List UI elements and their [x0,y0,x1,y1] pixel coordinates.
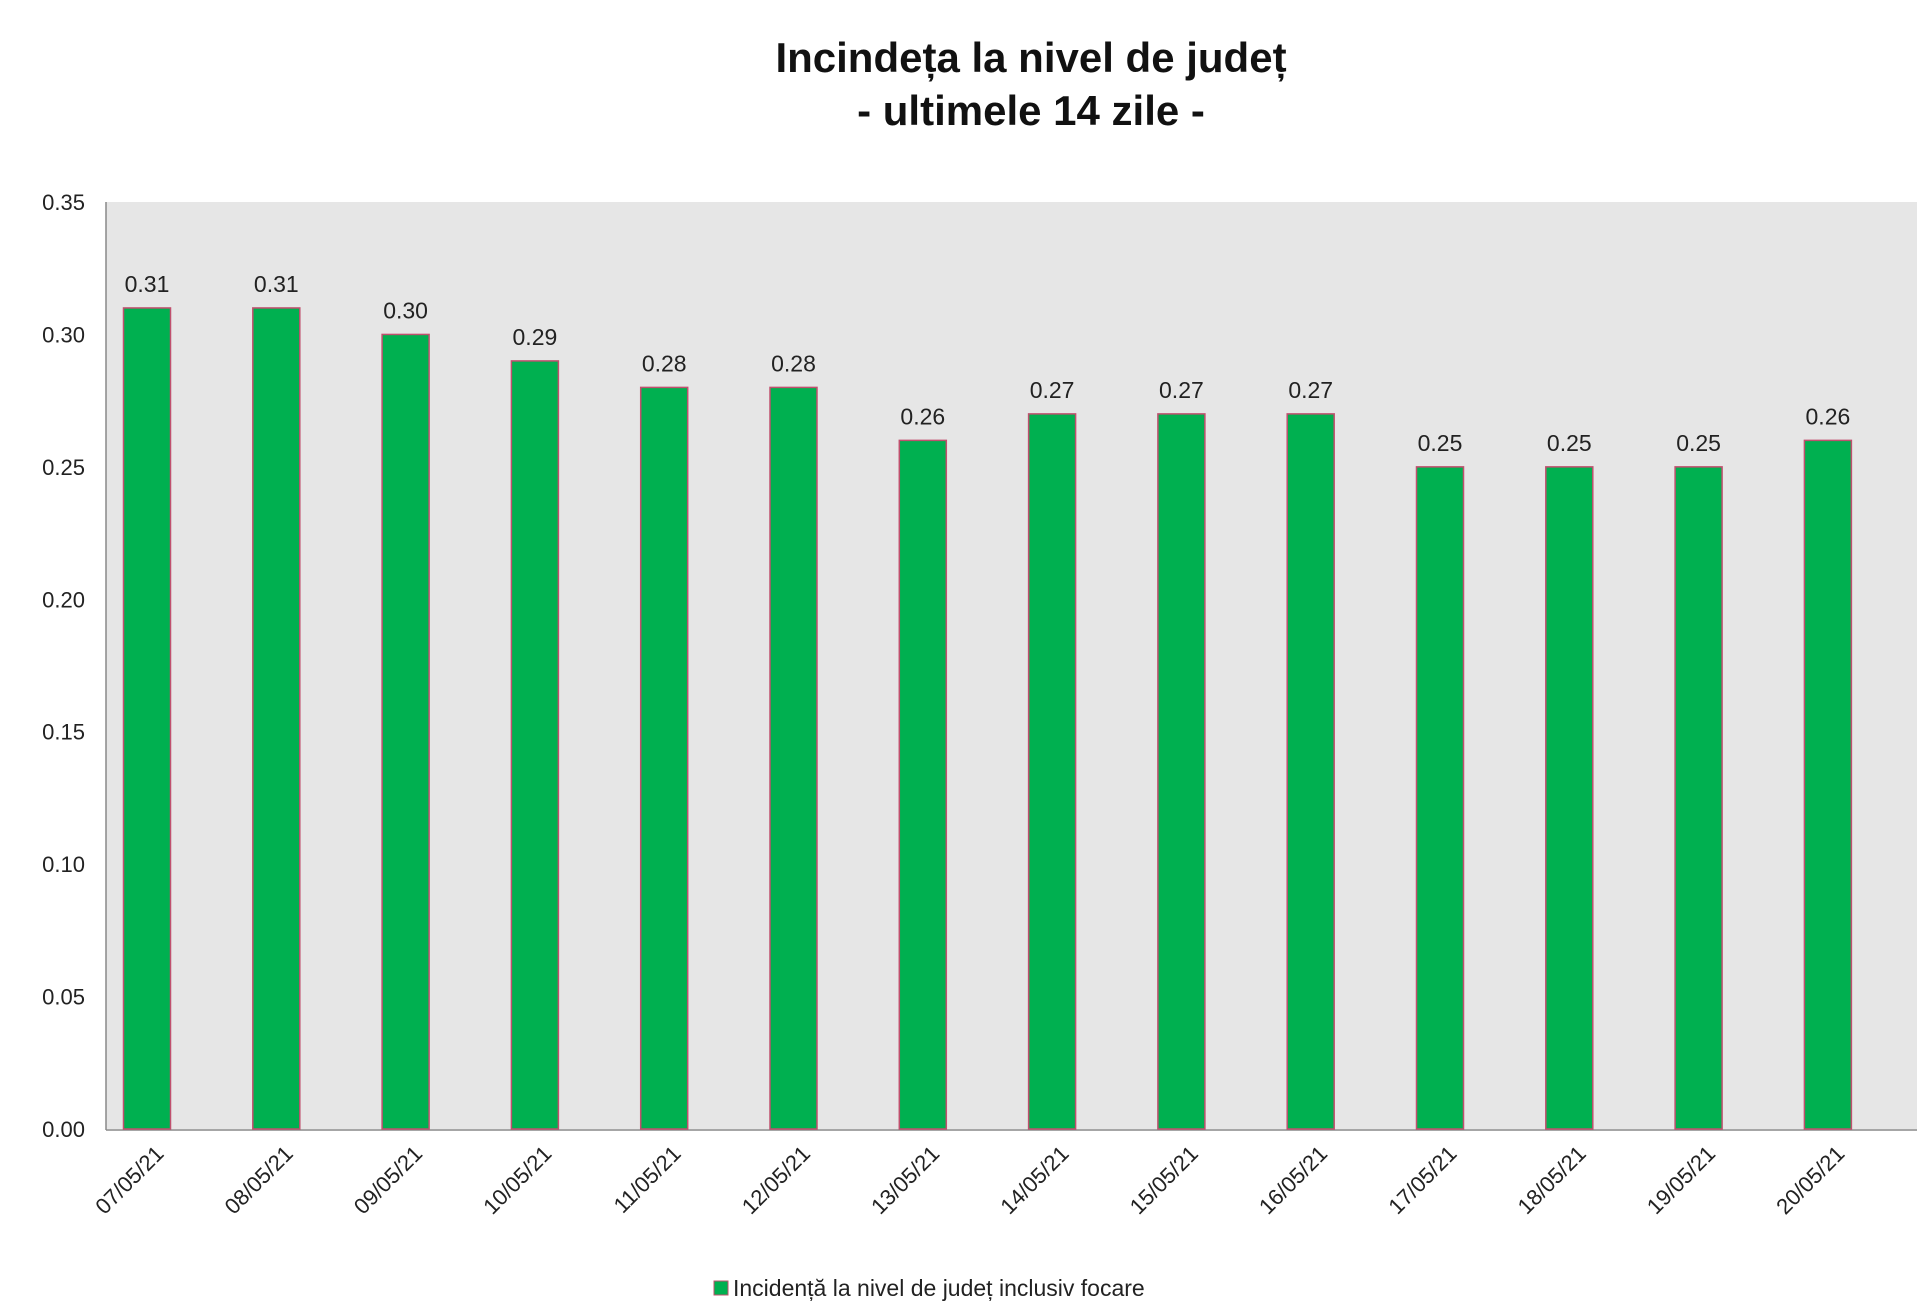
data-label: 0.26 [900,403,945,429]
data-label: 0.30 [383,297,428,323]
bar [1415,466,1465,1130]
data-label: 0.27 [1030,377,1075,403]
bar [1027,413,1077,1130]
x-tick-label: 11/05/21 [609,1141,686,1218]
data-label: 0.27 [1288,377,1333,403]
x-tick-label: 18/05/21 [1513,1141,1591,1219]
y-tick-label: 0.20 [42,587,85,612]
x-tick-label: 13/05/21 [866,1141,944,1219]
x-tick-label: 15/05/21 [1125,1141,1203,1219]
bar [1674,466,1723,1130]
data-label: 0.25 [1676,430,1721,456]
bar [122,307,172,1130]
x-tick-label: 09/05/21 [349,1141,427,1219]
bar [769,386,818,1130]
plot-area [106,202,1917,1129]
x-tick-label: 20/05/21 [1771,1141,1849,1219]
y-tick-label: 0.25 [42,455,85,480]
data-label: 0.31 [254,271,299,297]
chart-title: Incindeța la nivel de județ [775,34,1286,82]
bar [381,333,430,1130]
bar [510,360,560,1130]
y-tick-label: 0.05 [42,985,85,1010]
data-label: 0.26 [1806,403,1851,429]
legend: Incidență la nivel de județ inclusiv foc… [713,1275,1145,1301]
x-tick-label: 10/05/21 [478,1141,556,1219]
chart-subtitle: - ultimele 14 zile - [857,87,1205,134]
bar [1545,466,1594,1130]
x-tick-label: 19/05/21 [1642,1141,1720,1219]
data-label: 0.29 [513,324,558,350]
x-tick-label: 16/05/21 [1254,1141,1332,1219]
data-label: 0.25 [1547,430,1592,456]
data-label: 0.31 [125,271,170,297]
bar [898,439,948,1130]
data-label: 0.27 [1159,377,1204,403]
x-tick-label: 17/05/21 [1383,1141,1461,1219]
y-tick-label: 0.35 [42,190,85,215]
y-tick-label: 0.10 [42,852,85,877]
data-label: 0.28 [642,350,687,376]
legend-swatch [713,1280,729,1296]
y-tick-label: 0.30 [42,322,85,347]
y-tick-label: 0.15 [42,720,85,745]
x-tick-label: 08/05/21 [220,1141,298,1219]
bar [639,386,689,1130]
x-tick-label: 12/05/21 [737,1141,815,1219]
bar [1157,413,1206,1130]
legend-label: Incidență la nivel de județ inclusiv foc… [733,1275,1145,1301]
bar [1803,439,1853,1130]
y-tick-label: 0.00 [42,1117,85,1142]
bar [1286,413,1335,1130]
x-tick-label: 14/05/21 [995,1141,1073,1219]
x-tick-label: 07/05/21 [90,1141,168,1219]
data-label: 0.28 [771,350,816,376]
bar [252,307,301,1130]
data-label: 0.25 [1418,430,1463,456]
